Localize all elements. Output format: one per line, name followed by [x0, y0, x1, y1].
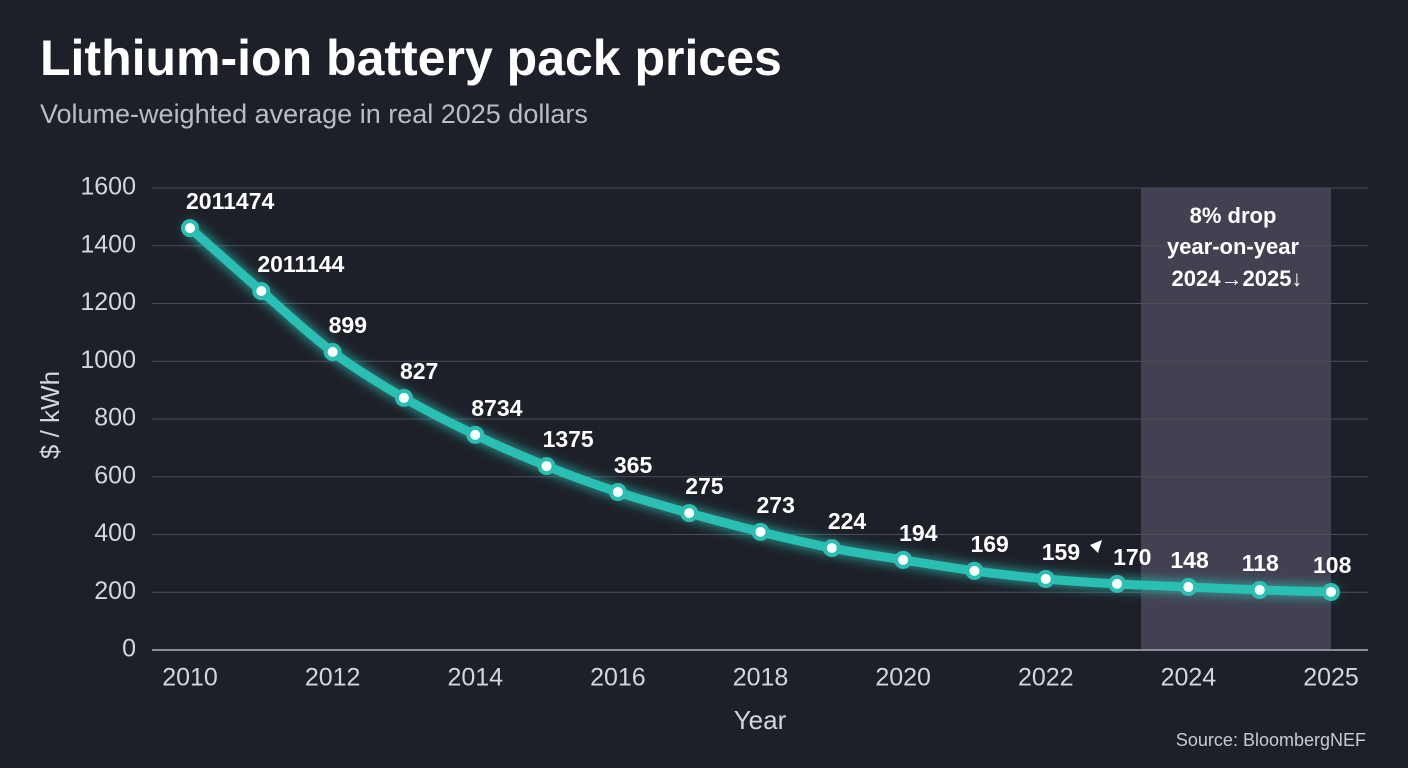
point-label: 1375	[543, 426, 594, 452]
data-point	[1250, 580, 1269, 599]
point-label: 159	[1042, 539, 1080, 565]
source: Source: BloombergNEF	[1176, 730, 1366, 750]
data-point	[894, 550, 913, 569]
data-point	[1322, 582, 1340, 601]
y-tick-label: 0	[122, 635, 136, 663]
y-axis-label: $ / kWh	[35, 371, 65, 459]
data-point	[181, 219, 199, 238]
x-tick-label: 2010	[162, 664, 218, 692]
point-label: 2011474	[186, 188, 274, 214]
chart-title: Lithium-ion battery pack prices	[40, 30, 782, 86]
data-point	[1036, 569, 1055, 588]
point-label: 194	[899, 520, 938, 546]
x-tick-label: 2014	[447, 664, 503, 692]
pointer-icon	[1090, 540, 1102, 553]
data-point	[965, 561, 984, 580]
point-label: 108	[1313, 552, 1352, 578]
x-tick-label: 2025	[1303, 664, 1359, 692]
y-tick-label: 800	[94, 404, 136, 432]
x-tick-label: 2018	[733, 664, 789, 692]
data-point	[394, 388, 413, 407]
point-label: 899	[329, 312, 367, 338]
point-label: 8734	[471, 395, 522, 421]
y-tick-label: 1600	[80, 173, 136, 201]
point-label: 365	[614, 452, 653, 478]
chart-subtitle: Volume-weighted average in real 2025 dol…	[40, 99, 588, 129]
data-point	[323, 343, 342, 362]
point-label: 169	[970, 531, 1008, 557]
data-point	[751, 522, 770, 541]
point-label: 224	[828, 508, 867, 534]
x-tick-label: 2022	[1018, 664, 1074, 692]
x-tick-label: 2024	[1161, 664, 1217, 692]
point-label: 148	[1170, 547, 1209, 573]
data-point	[608, 483, 627, 502]
point-label: 118	[1242, 550, 1279, 576]
x-tick-label: 2012	[305, 664, 361, 692]
point-label: 2011144	[257, 251, 344, 277]
x-tick-label: 2020	[875, 664, 931, 692]
data-point	[537, 457, 556, 476]
annotation: 8% drop	[1190, 203, 1277, 228]
y-tick-label: 1000	[80, 346, 136, 374]
data-point	[252, 282, 271, 301]
annotation: year-on-year	[1167, 234, 1300, 259]
data-point	[1179, 578, 1198, 597]
point-label: 170	[1113, 544, 1151, 570]
data-point	[1108, 574, 1127, 593]
x-axis-label: Year	[734, 705, 787, 735]
point-label: 275	[685, 473, 724, 499]
y-tick-label: 1200	[80, 288, 136, 316]
point-label: 273	[757, 492, 795, 518]
x-tick-label: 2016	[590, 664, 646, 692]
y-tick-label: 600	[94, 461, 136, 489]
y-tick-label: 400	[94, 519, 136, 547]
data-point	[822, 539, 841, 558]
data-point	[680, 504, 699, 523]
point-label: 827	[400, 358, 438, 384]
y-tick-label: 200	[94, 577, 136, 605]
annotation: 2024→2025↓	[1172, 266, 1303, 291]
y-tick-label: 1400	[80, 230, 136, 258]
data-point	[466, 425, 485, 444]
